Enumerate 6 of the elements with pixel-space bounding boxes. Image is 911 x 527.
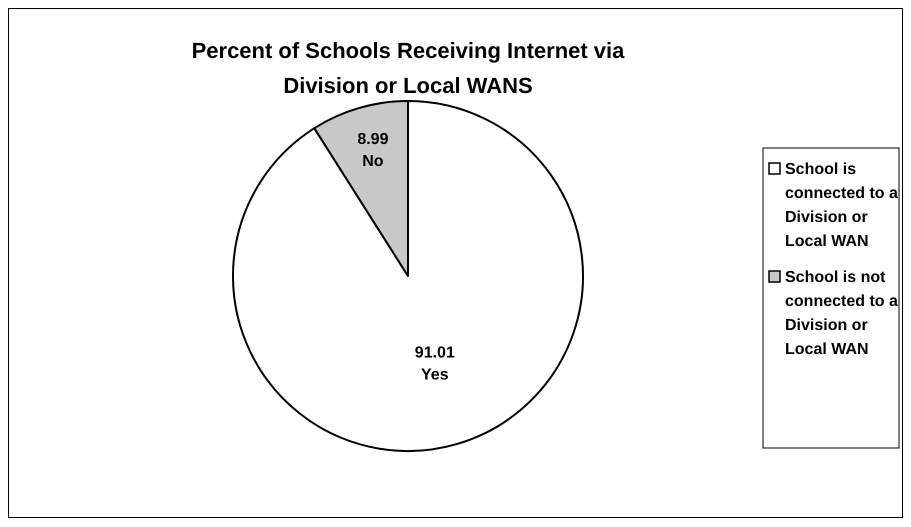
chart-title: Percent of Schools Receiving Internet via Division or Local WANS [192, 38, 626, 98]
pie-slice [232, 100, 584, 452]
data-label: 8.99 No [357, 130, 389, 170]
legend-label: School is not connected to a Division or Local WAN [785, 269, 898, 358]
data-label: 91.01 Yes [414, 344, 455, 384]
legend-label: School is connected to a Division or Local WAN [785, 161, 898, 250]
